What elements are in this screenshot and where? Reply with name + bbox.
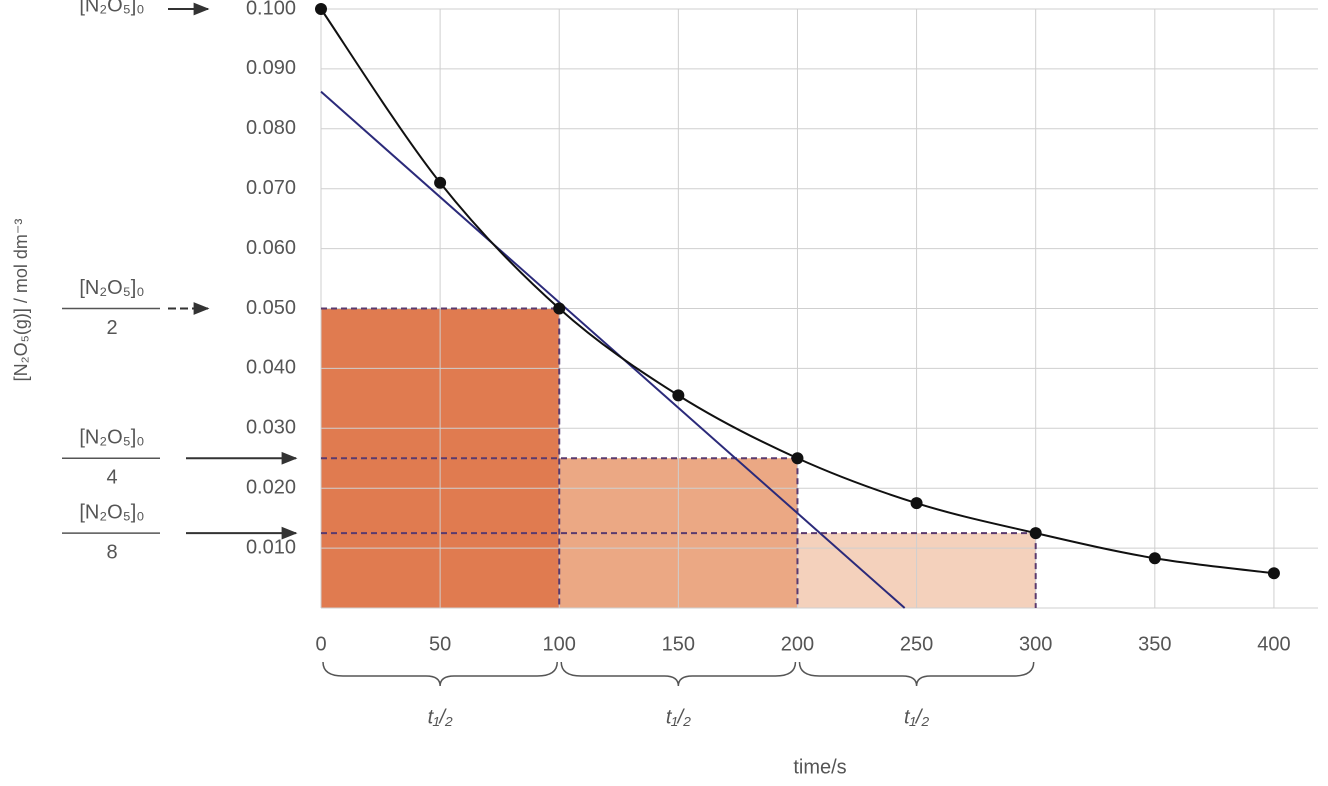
x-tick-label: 0: [315, 633, 326, 655]
data-point: [910, 497, 923, 510]
x-tick-label: 100: [543, 633, 576, 655]
x-tick-label: 350: [1138, 633, 1171, 655]
decay-curve: [320, 8, 1275, 575]
half-life-label: t₁/₂: [428, 706, 453, 728]
x-tick-label: 400: [1257, 633, 1290, 655]
x-tick-label: 250: [900, 633, 933, 655]
brace: [798, 661, 1035, 687]
y-tick-label: 0.050: [246, 297, 296, 319]
tangent-line: [320, 90, 906, 609]
x-tick-label: 150: [662, 633, 695, 655]
brace: [560, 661, 797, 687]
y-tick-label: 0.040: [246, 357, 296, 379]
data-point: [1029, 527, 1042, 540]
half-life-label: t₁/₂: [904, 706, 929, 728]
annotation-text: [N₂O₅]₀: [79, 501, 144, 523]
data-point: [553, 302, 566, 315]
y-tick-label: 0.100: [246, 0, 296, 19]
y-tick-label: 0.060: [246, 237, 296, 259]
annotation-denominator: 4: [106, 467, 117, 489]
x-axis-label: time/s: [793, 756, 846, 778]
x-tick-label: 200: [781, 633, 814, 655]
data-point: [672, 389, 685, 402]
y-tick-label: 0.070: [246, 177, 296, 199]
annotation-text: [N₂O₅]₀: [79, 277, 144, 299]
y-tick-label: 0.020: [246, 476, 296, 498]
annotation-denominator: 8: [106, 541, 117, 563]
x-tick-label: 50: [429, 633, 451, 655]
half-life-label: t₁/₂: [666, 706, 691, 728]
data-point: [791, 452, 804, 465]
annotation-denominator: 2: [106, 317, 117, 339]
data-point: [434, 176, 447, 189]
data-point: [315, 3, 327, 15]
annotation-text: [N₂O₅]₀: [79, 427, 144, 449]
y-tick-label: 0.010: [246, 536, 296, 558]
annotation-text: [N₂O₅]₀: [79, 0, 144, 16]
data-point: [1148, 552, 1161, 565]
y-axis-label: [N₂O₅(g)] / mol dm⁻³: [11, 219, 31, 382]
y-tick-label: 0.030: [246, 417, 296, 439]
data-point: [1267, 567, 1280, 580]
y-tick-label: 0.080: [246, 117, 296, 139]
brace: [322, 661, 558, 687]
x-tick-label: 300: [1019, 633, 1052, 655]
y-tick-label: 0.090: [246, 57, 296, 79]
